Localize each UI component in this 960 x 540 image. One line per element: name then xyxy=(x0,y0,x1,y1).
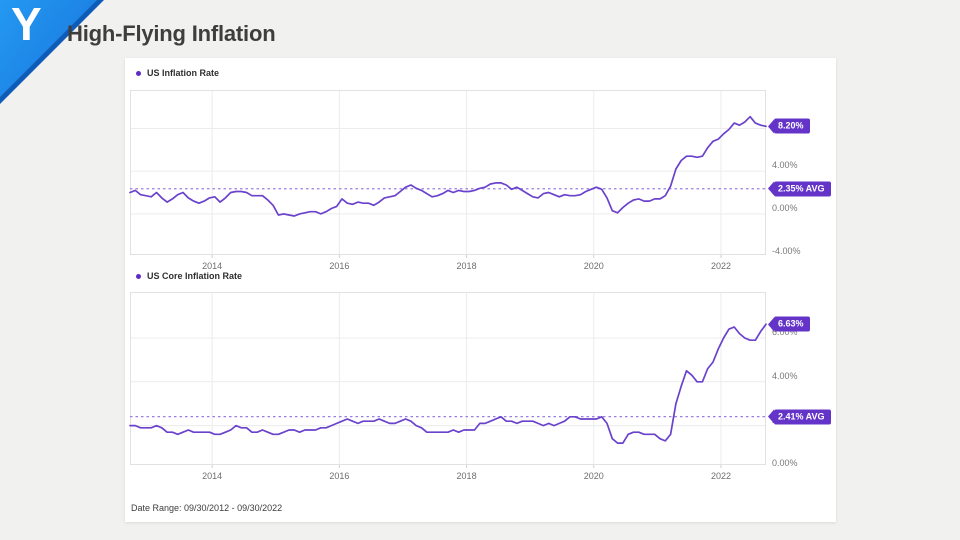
core-inflation-rate-plot xyxy=(129,292,767,468)
y-axis-label: 4.00% xyxy=(772,370,798,381)
inflation-rate-plot xyxy=(129,90,767,258)
average-value-label: 2.41% AVG xyxy=(778,411,825,422)
average-value-label: 2.35% AVG xyxy=(778,183,825,194)
page-title: High-Flying Inflation xyxy=(67,21,276,46)
series-line xyxy=(129,115,767,217)
y-axis-label: 4.00% xyxy=(772,160,798,171)
average-value-tag: 2.41% AVG xyxy=(774,409,831,425)
y-axis-label: 0.00% xyxy=(772,202,798,213)
x-axis-label: 2018 xyxy=(456,261,477,271)
ycharts-logo: Y xyxy=(0,0,120,120)
chart-us-core-inflation-rate: 6.63% 2.41% AVG 6.00%4.00%2.00%0.00%2014… xyxy=(129,292,836,502)
chart-card: US Inflation Rate 8.20% 2.35% AVG 4.00% 0… xyxy=(125,58,836,522)
x-axis-label: 2022 xyxy=(710,261,731,271)
latest-value-label: 6.63% xyxy=(778,318,804,329)
series-line xyxy=(129,323,767,444)
x-axis-label: 2016 xyxy=(329,471,350,481)
x-axis-label: 2016 xyxy=(329,261,350,271)
legend-us-inflation-rate: US Inflation Rate xyxy=(136,68,219,78)
x-axis-label: 2022 xyxy=(710,471,731,481)
latest-value-tag: 8.20% xyxy=(774,118,810,134)
plot-border xyxy=(130,90,766,255)
y-axis-label: -4.00% xyxy=(772,245,801,256)
legend-label: US Inflation Rate xyxy=(147,68,220,78)
y-axis-label: 0.00% xyxy=(772,458,798,469)
x-axis-label: 2014 xyxy=(202,261,223,271)
x-axis-label: 2020 xyxy=(583,261,604,271)
chart-us-inflation-rate: 8.20% 2.35% AVG 4.00% 0.00% -4.00% 2014 2016… xyxy=(129,90,836,290)
plot-border xyxy=(130,292,766,465)
legend-us-core-inflation-rate: US Core Inflation Rate xyxy=(136,271,242,281)
latest-value-tag: 6.63% xyxy=(774,316,810,332)
x-axis-label: 2018 xyxy=(456,471,477,481)
ycharts-y-icon: Y xyxy=(11,0,42,50)
y-axis-label: 6.00% xyxy=(772,326,798,337)
latest-value-label: 8.20% xyxy=(778,120,804,131)
legend-dot-icon xyxy=(136,273,141,279)
legend-dot-icon xyxy=(136,70,141,76)
legend-label: US Core Inflation Rate xyxy=(147,271,243,281)
date-range-note: Date Range: 09/30/2012 - 09/30/2022 xyxy=(131,503,283,513)
x-axis-label: 2020 xyxy=(583,471,604,481)
x-axis-label: 2014 xyxy=(202,471,223,481)
average-value-tag: 2.35% AVG xyxy=(774,181,831,197)
